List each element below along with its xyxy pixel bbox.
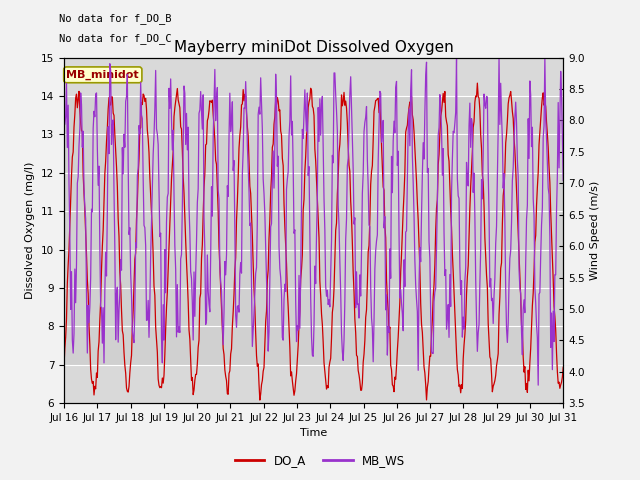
Y-axis label: Wind Speed (m/s): Wind Speed (m/s)	[590, 181, 600, 280]
Text: No data for f_DO_B: No data for f_DO_B	[59, 12, 172, 24]
Legend: DO_A, MB_WS: DO_A, MB_WS	[230, 449, 410, 472]
X-axis label: Time: Time	[300, 429, 327, 438]
Text: MB_minidot: MB_minidot	[67, 70, 139, 80]
Title: Mayberry miniDot Dissolved Oxygen: Mayberry miniDot Dissolved Oxygen	[173, 40, 454, 55]
Bar	[64, 96, 563, 365]
Y-axis label: Dissolved Oxygen (mg/l): Dissolved Oxygen (mg/l)	[26, 162, 35, 299]
Text: No data for f_DO_C: No data for f_DO_C	[59, 34, 172, 44]
